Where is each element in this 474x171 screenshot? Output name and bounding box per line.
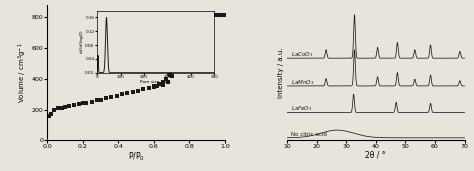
- Text: No citric acid: No citric acid: [292, 132, 328, 137]
- Text: LaFeO$_3$: LaFeO$_3$: [292, 104, 313, 113]
- X-axis label: P/P$_0$: P/P$_0$: [128, 151, 145, 163]
- X-axis label: 2θ / °: 2θ / °: [365, 151, 386, 160]
- Y-axis label: Volume / cm$^3$g$^{-1}$: Volume / cm$^3$g$^{-1}$: [17, 42, 29, 103]
- Text: LaMnO$_3$: LaMnO$_3$: [292, 78, 315, 87]
- Text: LaCoO$_3$: LaCoO$_3$: [292, 50, 314, 59]
- Y-axis label: Intensity / a.u.: Intensity / a.u.: [278, 47, 284, 98]
